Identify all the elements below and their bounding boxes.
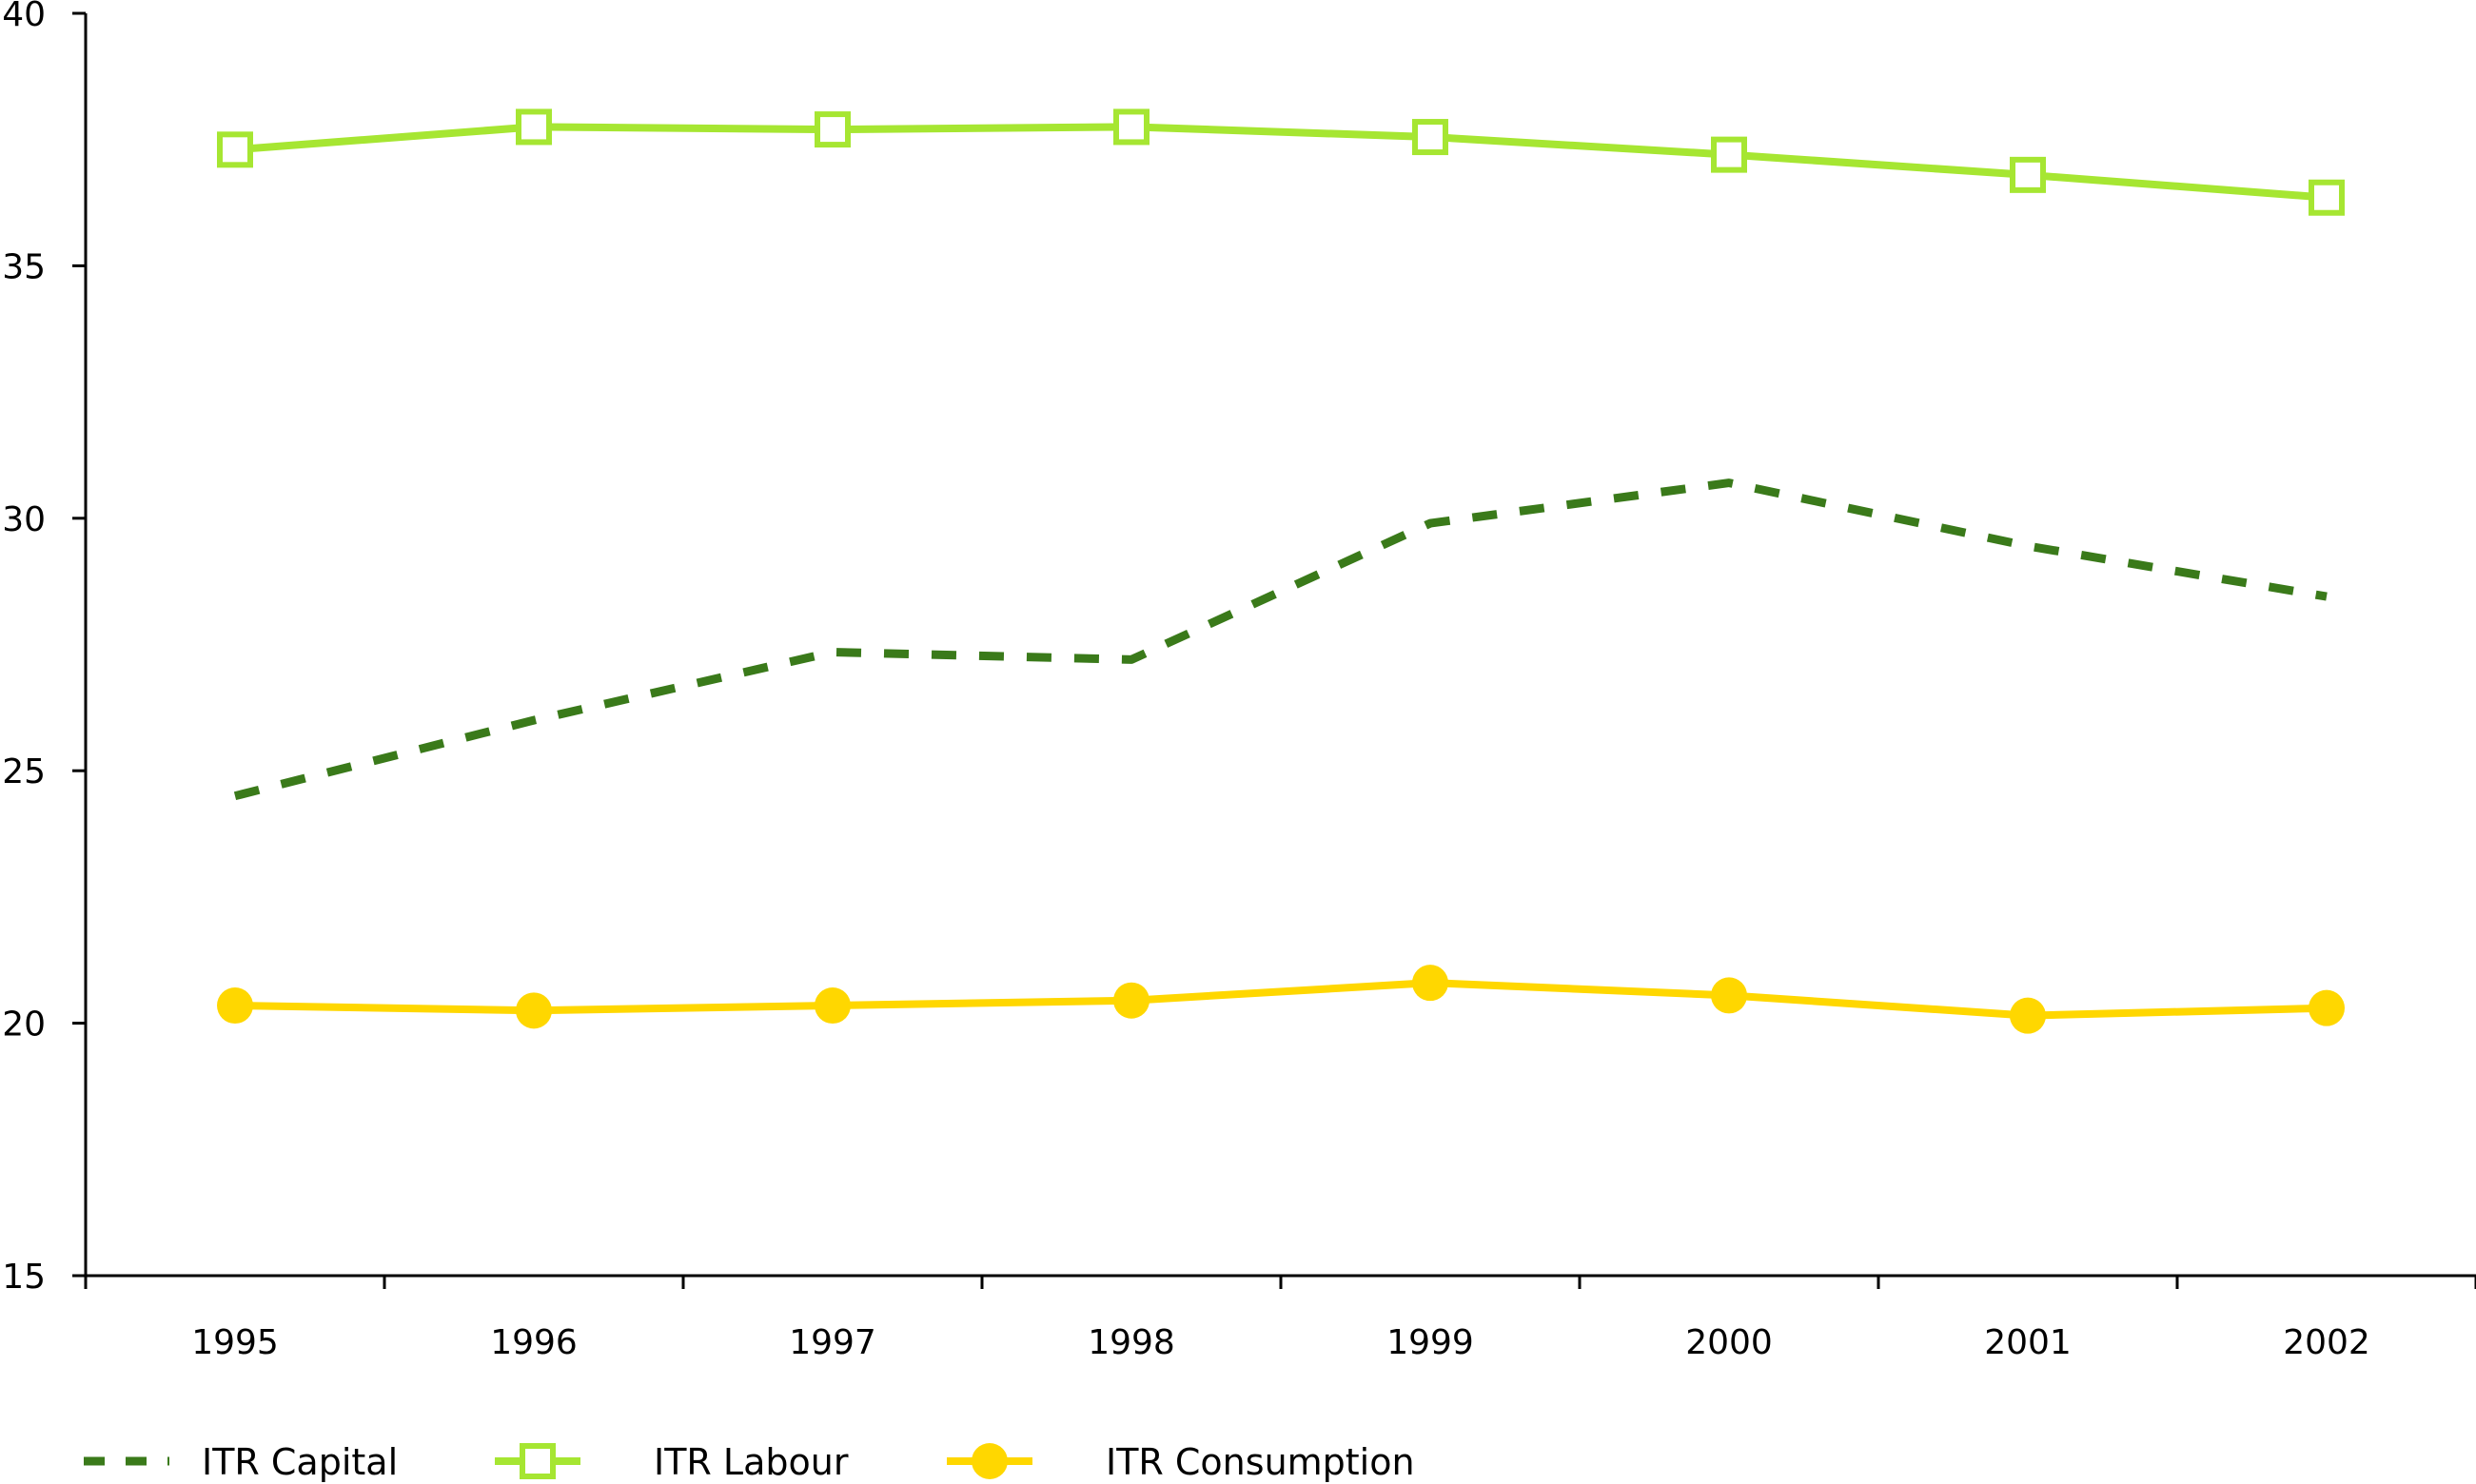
data-point-itr-labour bbox=[2309, 179, 2345, 216]
series-line-itr-consumption bbox=[234, 979, 2328, 1020]
data-point-itr-consumption bbox=[1412, 965, 1448, 1002]
y-tick-label: 20 bbox=[2, 1006, 46, 1045]
data-point-itr-consumption bbox=[1113, 982, 1150, 1019]
data-point-itr-labour bbox=[217, 131, 253, 168]
legend-marker-itr-consumption bbox=[972, 1443, 1008, 1479]
data-point-itr-consumption bbox=[1711, 977, 1747, 1014]
x-tick-label: 1997 bbox=[789, 1323, 876, 1362]
data-point-itr-consumption bbox=[2010, 997, 2046, 1034]
data-point-itr-labour bbox=[1113, 108, 1150, 146]
legend-label-itr-capital: ITR Capital bbox=[202, 1441, 398, 1483]
x-tick-label: 1998 bbox=[1088, 1323, 1175, 1362]
data-point-itr-consumption bbox=[815, 987, 851, 1025]
chart-legend: ITR Capital ITR Labour ITR Consumption bbox=[84, 1441, 1415, 1483]
legend-item-itr-consumption: ITR Consumption bbox=[947, 1441, 1415, 1483]
data-point-itr-labour bbox=[516, 108, 552, 146]
chart-series bbox=[217, 108, 2345, 1034]
data-point-itr-consumption bbox=[2309, 989, 2345, 1026]
series-line-itr-labour bbox=[234, 123, 2328, 202]
x-tick-label: 1995 bbox=[191, 1323, 279, 1362]
legend-label-itr-labour: ITR Labour bbox=[654, 1441, 849, 1483]
x-tick-label: 2000 bbox=[1685, 1323, 1773, 1362]
data-point-itr-labour bbox=[815, 111, 851, 148]
x-tick-label: 1996 bbox=[490, 1323, 578, 1362]
x-tick-label: 2002 bbox=[2283, 1323, 2370, 1362]
legend-item-itr-labour: ITR Labour bbox=[495, 1441, 849, 1483]
data-point-itr-consumption bbox=[516, 992, 552, 1029]
data-point-itr-labour bbox=[1412, 119, 1448, 156]
x-tick-label: 1999 bbox=[1386, 1323, 1474, 1362]
y-tick-label: 25 bbox=[2, 752, 46, 791]
y-tick-label: 30 bbox=[2, 500, 46, 539]
data-point-itr-labour bbox=[2010, 156, 2046, 193]
data-point-itr-labour bbox=[1711, 136, 1747, 173]
series-line-itr-capital bbox=[233, 478, 2328, 801]
data-point-itr-consumption bbox=[217, 987, 253, 1025]
legend-item-itr-capital: ITR Capital bbox=[84, 1441, 398, 1483]
y-tick-label: 35 bbox=[2, 247, 46, 286]
chart-axes: 15 20 25 30 35 40 1995 1996 1997 1998 1999 2000 2001… bbox=[2, 0, 2476, 1362]
legend-label-itr-consumption: ITR Consumption bbox=[1106, 1441, 1415, 1483]
x-tick-label: 2001 bbox=[1984, 1323, 2072, 1362]
legend-marker-itr-labour bbox=[520, 1443, 556, 1479]
y-tick-label: 40 bbox=[2, 0, 46, 34]
y-tick-label: 15 bbox=[2, 1258, 46, 1297]
